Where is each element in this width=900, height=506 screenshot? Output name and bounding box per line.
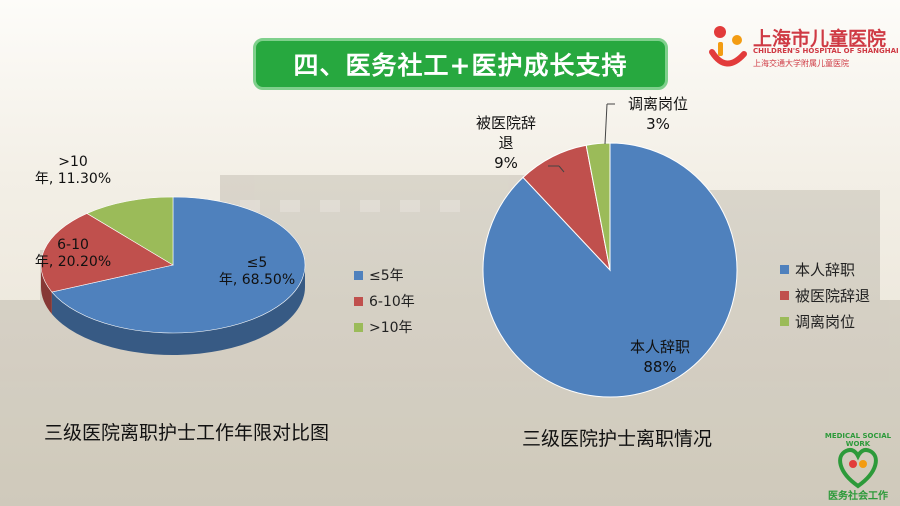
pie1-slice-2 — [86, 196, 174, 266]
pie1-slice-0 — [51, 196, 306, 334]
badge-top-text: MEDICAL SOCIAL WORK — [824, 432, 892, 448]
pie1-label-1-line2: 年, 20.20% — [35, 254, 111, 270]
heart-logo-icon — [838, 447, 878, 489]
chart-title-work-years: 三级医院离职护士工作年限对比图 — [44, 422, 330, 444]
legend2-item-0: 本人辞职 — [780, 256, 870, 282]
pie2-label-1-line3: 9% — [494, 154, 518, 172]
legend2-label-1: 被医院辞退 — [795, 286, 871, 305]
pie-chart-work-years: ≤5年, 68.50% 6-10年, 20.20% >10年, 11.30% — [35, 154, 306, 356]
pie1-slice-1 — [40, 213, 174, 293]
legend2-item-1: 被医院辞退 — [780, 282, 870, 308]
hospital-name: 上海市儿童医院 — [753, 28, 887, 50]
pie2-slice-2 — [585, 142, 611, 271]
pie1-side-0 — [51, 265, 306, 356]
pie2-slice-0 — [482, 142, 738, 398]
legend1-item-0: ≤5年 — [354, 262, 415, 288]
legend2-swatch-2 — [780, 316, 789, 326]
pie2-label-2-line2: 3% — [646, 115, 670, 133]
legend2-swatch-1 — [780, 290, 789, 300]
child-figure-logo-icon — [709, 26, 747, 67]
legend1-label-0: ≤5年 — [369, 268, 404, 284]
legend1-item-1: 6-10年 — [354, 288, 415, 314]
legend1-label-1: 6-10年 — [369, 294, 415, 310]
legend-departure-reasons: 本人辞职被医院辞退调离岗位 — [780, 256, 870, 334]
legend1-label-2: >10年 — [369, 320, 413, 336]
pie1-sides — [41, 265, 306, 356]
pie1-side-1 — [41, 265, 52, 315]
legend2-item-2: 调离岗位 — [780, 308, 870, 334]
pie-chart-departure-reasons: 本人辞职 88% 被医院辞退 9% 调离岗位 3% — [476, 95, 738, 398]
pie2-leader-1b — [558, 165, 565, 173]
pie2-label-1-line1: 被医院辞 — [476, 114, 536, 132]
legend2-label-0: 本人辞职 — [795, 260, 856, 279]
legend-work-years: ≤5年 6-10年 >10年 — [354, 262, 415, 340]
pie1-label-2-line2: 年, 11.30% — [35, 171, 111, 187]
pie2-label-0-line1: 本人辞职 — [630, 338, 690, 356]
legend1-swatch-1 — [354, 296, 363, 306]
pie1-label-1-line1: 6-10 — [57, 237, 89, 253]
pie2-label-1-line2: 退 — [498, 134, 513, 152]
pie1-label-0-line2: 年, 68.50% — [219, 272, 295, 288]
legend1-swatch-2 — [354, 322, 363, 332]
pie1-label-2-line1: >10 — [58, 154, 88, 170]
hospital-affiliation: 上海交通大学附属儿童医院 — [753, 59, 849, 68]
title-banner: 四、医务社工+医护成长支持 — [253, 38, 668, 90]
hospital-name-english: CHILDREN'S HOSPITAL OF SHANGHAI — [753, 47, 899, 55]
slide-title: 四、医务社工+医护成长支持 — [293, 51, 628, 80]
medical-social-work-badge: MEDICAL SOCIAL WORK 医务社会工作 — [822, 432, 894, 504]
legend2-label-2: 调离岗位 — [795, 312, 856, 331]
legend2-swatch-0 — [780, 264, 789, 274]
pie2-label-2-line1: 调离岗位 — [628, 95, 688, 113]
pie2-leader-2b — [604, 103, 608, 145]
legend1-item-2: >10年 — [354, 314, 415, 340]
pie2-label-0-line2: 88% — [643, 358, 676, 376]
badge-bottom-text: 医务社会工作 — [828, 491, 888, 502]
chart-title-departure-reasons: 三级医院护士离职情况 — [522, 428, 713, 450]
legend1-swatch-0 — [354, 270, 363, 280]
pie1-label-0-line1: ≤5 — [247, 255, 268, 271]
hospital-logo: 上海市儿童医院 CHILDREN'S HOSPITAL OF SHANGHAI … — [706, 22, 899, 76]
